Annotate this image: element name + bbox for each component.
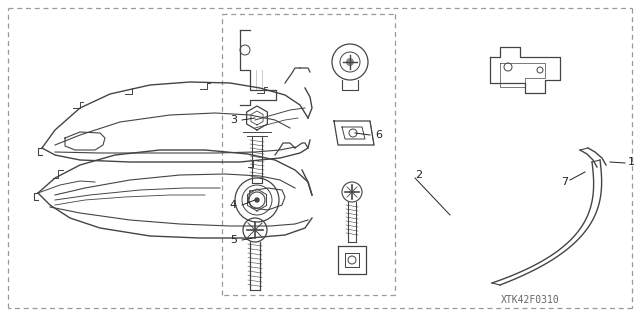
Text: 3: 3	[230, 115, 237, 125]
Text: XTK42F0310: XTK42F0310	[500, 295, 559, 305]
Circle shape	[255, 198, 259, 202]
Text: 5: 5	[230, 235, 237, 245]
Text: 7: 7	[561, 177, 568, 187]
Circle shape	[346, 58, 354, 66]
Text: 4: 4	[230, 200, 237, 210]
Text: 6: 6	[375, 130, 382, 140]
Text: 2: 2	[415, 170, 422, 180]
Text: 1: 1	[628, 157, 635, 167]
